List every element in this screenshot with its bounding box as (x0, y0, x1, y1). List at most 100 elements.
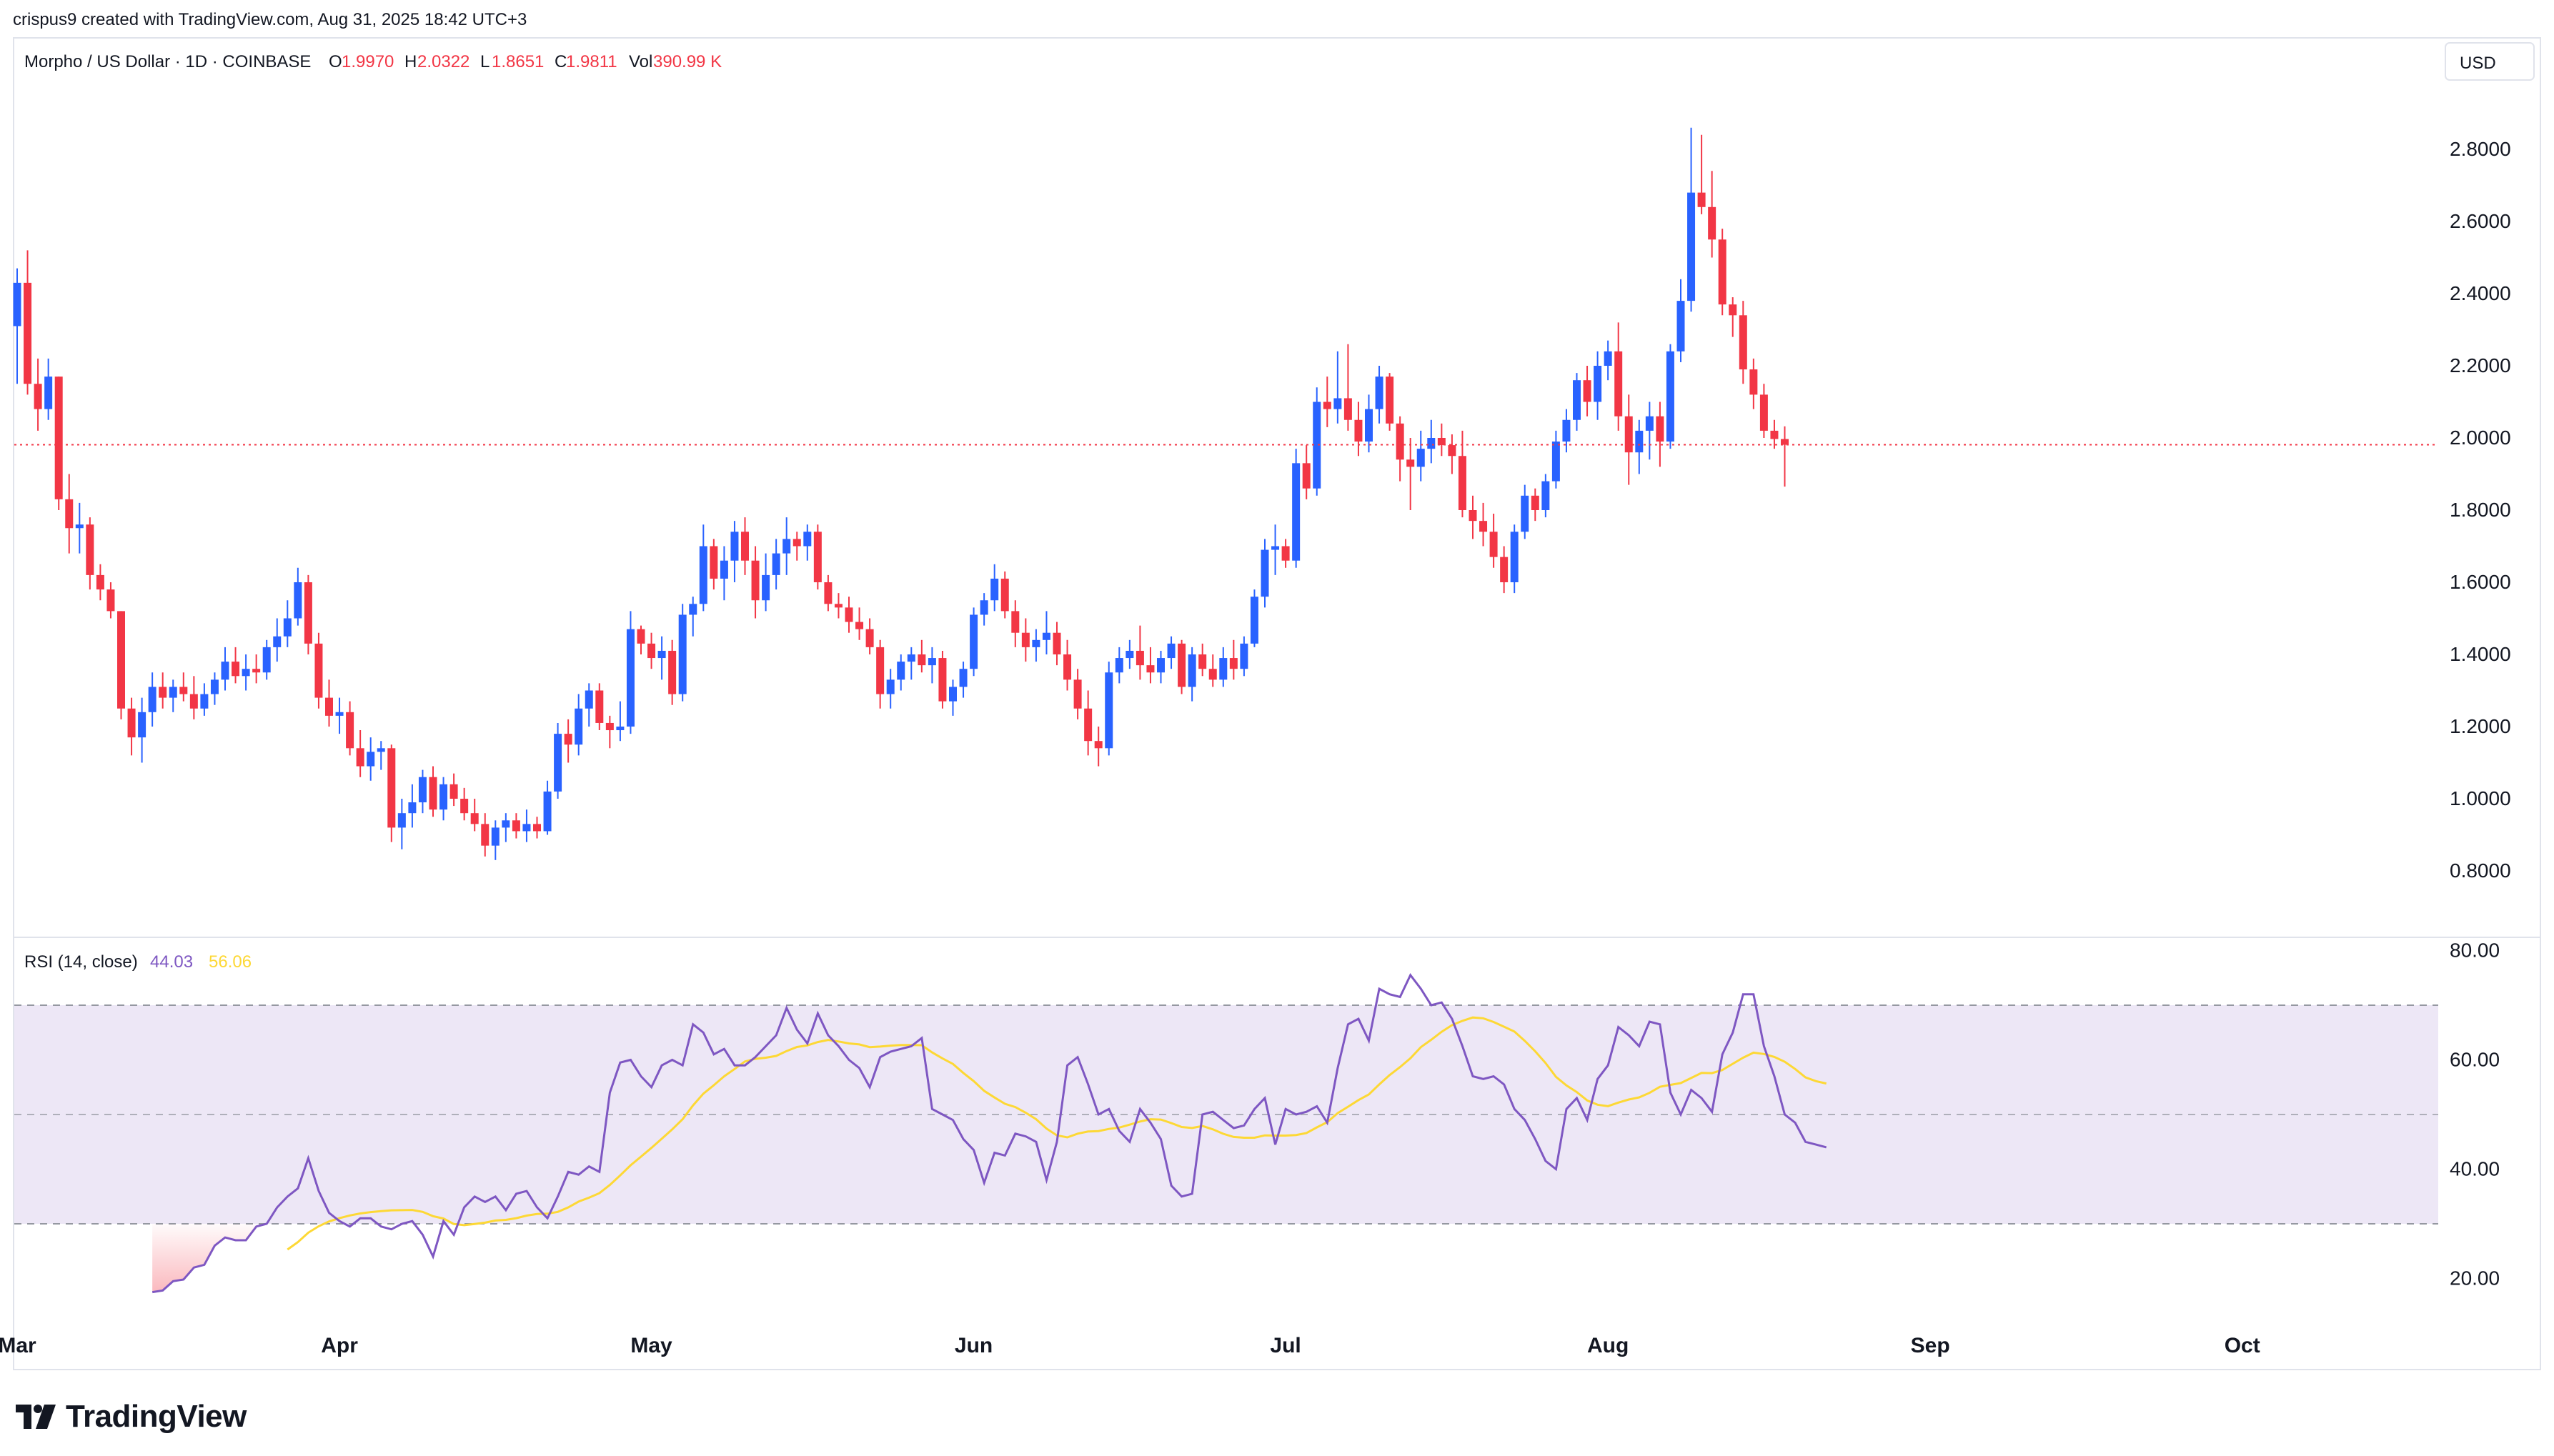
candle[interactable] (54, 377, 63, 510)
candle[interactable] (1188, 647, 1196, 702)
candle[interactable] (657, 636, 666, 680)
candle[interactable] (387, 744, 396, 842)
candle[interactable] (918, 639, 926, 673)
candle[interactable] (1416, 430, 1425, 482)
candle[interactable] (127, 697, 136, 756)
candle[interactable] (1500, 546, 1509, 594)
candle[interactable] (221, 647, 229, 691)
candle[interactable] (1053, 622, 1061, 666)
candle[interactable] (449, 773, 458, 807)
candle[interactable] (356, 730, 364, 777)
candle[interactable] (460, 787, 469, 821)
candle[interactable] (782, 517, 791, 575)
candle[interactable] (1323, 377, 1331, 427)
candle[interactable] (294, 567, 302, 626)
candle[interactable] (689, 597, 697, 637)
candle[interactable] (1396, 416, 1404, 482)
candle[interactable] (1292, 449, 1301, 568)
candle[interactable] (928, 647, 936, 684)
candle[interactable] (897, 654, 905, 691)
candle[interactable] (1666, 344, 1674, 449)
candle[interactable] (616, 701, 625, 742)
candle[interactable] (720, 546, 728, 601)
candle[interactable] (232, 647, 240, 684)
candle[interactable] (512, 813, 520, 839)
candle[interactable] (1759, 384, 1768, 438)
candle[interactable] (408, 784, 417, 828)
candle[interactable] (855, 607, 864, 640)
candle[interactable] (117, 611, 125, 719)
candle[interactable] (1749, 358, 1758, 409)
candle[interactable] (1676, 279, 1685, 362)
candle[interactable] (1198, 643, 1207, 677)
candle[interactable] (1219, 647, 1228, 687)
candle[interactable] (1781, 426, 1789, 487)
candle[interactable] (907, 647, 915, 680)
candle[interactable] (762, 553, 770, 612)
candle[interactable] (242, 654, 250, 691)
candle[interactable] (710, 539, 718, 590)
candle[interactable] (169, 679, 177, 712)
candle[interactable] (397, 799, 406, 849)
candle[interactable] (262, 639, 271, 680)
candle[interactable] (1146, 647, 1155, 684)
candle[interactable] (1562, 409, 1571, 453)
candle[interactable] (1157, 650, 1165, 684)
candle[interactable] (273, 618, 282, 662)
candle[interactable] (1521, 484, 1529, 539)
candle[interactable] (1115, 647, 1123, 684)
candle[interactable] (554, 722, 562, 799)
candle[interactable] (772, 539, 780, 590)
candle[interactable] (1167, 636, 1176, 669)
candle[interactable] (1032, 629, 1040, 662)
candle[interactable] (1313, 387, 1321, 496)
tradingview-logo[interactable]: TradingView (16, 1399, 247, 1435)
candle[interactable] (1551, 430, 1560, 489)
candle[interactable] (24, 250, 32, 395)
candle[interactable] (86, 517, 94, 590)
candle[interactable] (1333, 351, 1342, 424)
candle[interactable] (1261, 539, 1269, 608)
candle[interactable] (803, 524, 812, 561)
candle[interactable] (1458, 430, 1466, 518)
candle[interactable] (585, 683, 593, 727)
candle[interactable] (429, 766, 437, 817)
currency-button[interactable] (2445, 42, 2535, 81)
candle[interactable] (106, 582, 115, 619)
candle[interactable] (1708, 171, 1716, 258)
candle[interactable] (1084, 690, 1093, 756)
candle[interactable] (1354, 402, 1363, 457)
candle[interactable] (1302, 445, 1311, 499)
candle[interactable] (96, 564, 104, 601)
candle[interactable] (481, 813, 490, 857)
candle[interactable] (668, 639, 677, 705)
candle[interactable] (575, 694, 583, 756)
candle[interactable] (34, 358, 42, 431)
candle[interactable] (418, 769, 427, 814)
candle[interactable] (1021, 618, 1030, 662)
candle[interactable] (1604, 340, 1612, 381)
candle[interactable] (1541, 474, 1550, 518)
candle[interactable] (65, 474, 74, 554)
candle[interactable] (1000, 571, 1009, 619)
candle[interactable] (1386, 373, 1394, 431)
candle[interactable] (325, 679, 333, 727)
candle[interactable] (1729, 297, 1737, 337)
candle[interactable] (792, 532, 801, 561)
candle[interactable] (1240, 636, 1248, 677)
candle[interactable] (1343, 344, 1352, 431)
candle[interactable] (1126, 639, 1134, 669)
candle[interactable] (346, 701, 354, 756)
candle[interactable] (824, 574, 833, 612)
candle[interactable] (1594, 351, 1602, 420)
candle[interactable] (647, 632, 656, 669)
candle[interactable] (741, 517, 749, 575)
candle[interactable] (980, 593, 988, 626)
candle[interactable] (834, 593, 843, 619)
candle[interactable] (1406, 438, 1415, 510)
candle[interactable] (75, 502, 84, 554)
candle[interactable] (502, 813, 510, 842)
candle[interactable] (1229, 639, 1238, 680)
candle[interactable] (200, 683, 209, 716)
candle[interactable] (1479, 502, 1488, 547)
